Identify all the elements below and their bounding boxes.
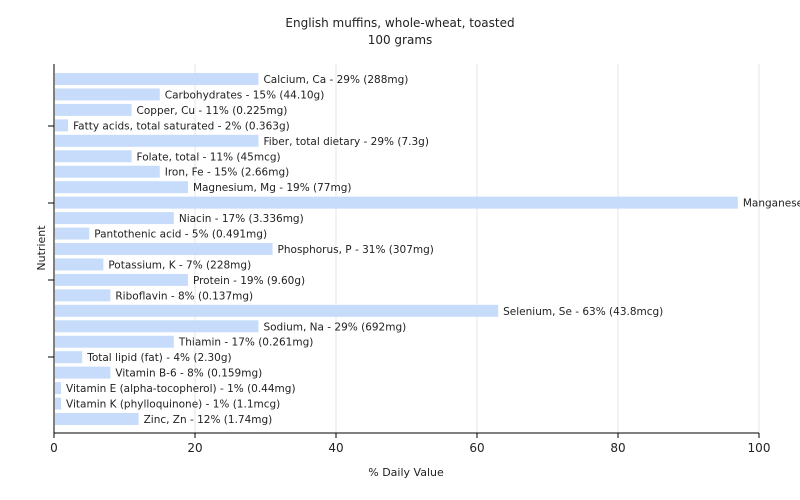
- x-tick-label-20: 20: [187, 441, 202, 455]
- bar-label-3: Fatty acids, total saturated - 2% (0.363…: [73, 120, 290, 132]
- bar-label-15: Selenium, Se - 63% (43.8mcg): [503, 306, 663, 318]
- chart-subtitle: 100 grams: [368, 33, 433, 47]
- bar-12: [55, 258, 104, 271]
- bar-11: [55, 243, 273, 255]
- bar-label-1: Carbohydrates - 15% (44.10g): [165, 89, 325, 101]
- bar-label-0: Calcium, Ca - 29% (288mg): [263, 74, 408, 86]
- bar-22: [55, 413, 139, 425]
- bar-label-18: Total lipid (fat) - 4% (2.30g): [86, 352, 231, 364]
- bar-14: [55, 289, 111, 302]
- bar-label-14: Riboflavin - 8% (0.137mg): [115, 290, 253, 302]
- bar-label-2: Copper, Cu - 11% (0.225mg): [137, 105, 288, 117]
- bar-16: [55, 320, 259, 333]
- bar-label-9: Niacin - 17% (3.336mg): [179, 213, 304, 225]
- bar-3: [55, 119, 69, 132]
- bar-19: [55, 366, 111, 379]
- bar-13: [55, 273, 188, 286]
- bar-18: [55, 351, 83, 364]
- bar-label-10: Pantothenic acid - 5% (0.491mg): [94, 229, 267, 241]
- bar-20: [55, 382, 62, 395]
- chart-title: English muffins, whole-wheat, toasted: [285, 16, 514, 30]
- x-tick-label-0: 0: [50, 441, 58, 455]
- bar-6: [55, 165, 160, 178]
- x-tick-label-60: 60: [469, 441, 484, 455]
- bar-label-13: Protein - 19% (9.60g): [193, 275, 305, 287]
- bar-7: [55, 181, 188, 194]
- bar-0: [55, 73, 259, 85]
- bar-label-5: Folate, total - 11% (45mcg): [137, 151, 281, 163]
- x-axis-label: % Daily Value: [368, 466, 444, 479]
- bar-label-8: Manganese, Mn - 97% (1.946mg): [743, 198, 800, 210]
- bar-label-21: Vitamin K (phylloquinone) - 1% (1.1mcg): [66, 399, 280, 411]
- bar-21: [55, 397, 62, 410]
- gridlines: [194, 64, 760, 433]
- bar-label-6: Iron, Fe - 15% (2.66mg): [165, 167, 289, 179]
- bar-label-11: Phosphorus, P - 31% (307mg): [278, 244, 434, 256]
- axes: 0 20 40 60 80 100: [48, 64, 770, 455]
- x-tick-label-40: 40: [328, 441, 343, 455]
- bar-label-17: Thiamin - 17% (0.261mg): [178, 337, 314, 349]
- bar-1: [55, 88, 160, 101]
- bars: Calcium, Ca - 29% (288mg) Carbohydrates -…: [55, 73, 800, 426]
- x-tick-label-80: 80: [610, 441, 625, 455]
- bar-10: [55, 227, 90, 240]
- bar-17: [55, 335, 174, 348]
- bar-label-12: Potassium, K - 7% (228mg): [108, 259, 251, 271]
- bar-8: [55, 196, 738, 209]
- bar-label-4: Fiber, total dietary - 29% (7.3g): [263, 136, 428, 148]
- x-tick-label-100: 100: [748, 441, 771, 455]
- bar-label-7: Magnesium, Mg - 19% (77mg): [193, 182, 352, 194]
- bar-label-16: Sodium, Na - 29% (692mg): [263, 321, 406, 333]
- bar-label-19: Vitamin B-6 - 8% (0.159mg): [115, 368, 262, 380]
- bar-15: [55, 304, 499, 317]
- bar-5: [55, 150, 132, 163]
- bar-2: [55, 103, 132, 116]
- bar-label-20: Vitamin E (alpha-tocopherol) - 1% (0.44m…: [66, 383, 295, 395]
- bar-9: [55, 212, 174, 225]
- bar-4: [55, 134, 259, 147]
- bar-label-22: Zinc, Zn - 12% (1.74mg): [144, 414, 273, 426]
- y-axis-label: Nutrient: [35, 225, 48, 271]
